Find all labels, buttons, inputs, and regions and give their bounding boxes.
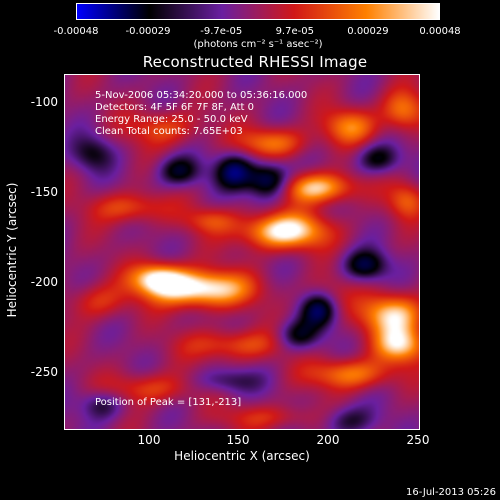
- x-tick-label: 100: [137, 433, 161, 447]
- heatmap-image: [64, 74, 420, 430]
- y-axis-label: Heliocentric Y (arcsec): [5, 182, 19, 318]
- y-tick-label: -100: [30, 95, 58, 109]
- colorbar-tick-label: -9.7e-05: [200, 26, 243, 37]
- plot-frame: [64, 74, 420, 430]
- x-tick-label: 200: [316, 433, 340, 447]
- chart-title: Reconstructed RHESSI Image: [142, 53, 368, 71]
- colorbar-tick-label: -0.00048: [53, 26, 99, 37]
- peak-position-label: Position of Peak = [131,-213]: [95, 397, 242, 408]
- x-axis-label: Heliocentric X (arcsec): [174, 449, 310, 463]
- colorbar-units-label: (photons cm⁻² s⁻¹ asec⁻²): [193, 39, 323, 50]
- colorbar: [76, 3, 440, 20]
- info-detectors: Detectors: 4F 5F 6F 7F 8F, Att 0: [95, 102, 255, 113]
- colorbar-tick-label: 9.7e-05: [275, 26, 314, 37]
- info-energy-range: Energy Range: 25.0 - 50.0 keV: [95, 114, 248, 125]
- info-total-counts: Clean Total counts: 7.65E+03: [95, 126, 243, 137]
- colorbar-tick-label: 0.00029: [347, 26, 389, 37]
- y-tick-label: -150: [30, 185, 58, 199]
- x-tick-label: 250: [406, 433, 430, 447]
- plot-timestamp: 16-Jul-2013 05:26: [405, 487, 496, 498]
- colorbar-tick-label: 0.00048: [419, 26, 461, 37]
- x-tick-label: 150: [226, 433, 250, 447]
- colorbar-tick-label: -0.00029: [125, 26, 171, 37]
- y-tick-label: -250: [30, 365, 58, 379]
- y-tick-label: -200: [30, 275, 58, 289]
- info-time-range: 5-Nov-2006 05:34:20.000 to 05:36:16.000: [95, 90, 308, 101]
